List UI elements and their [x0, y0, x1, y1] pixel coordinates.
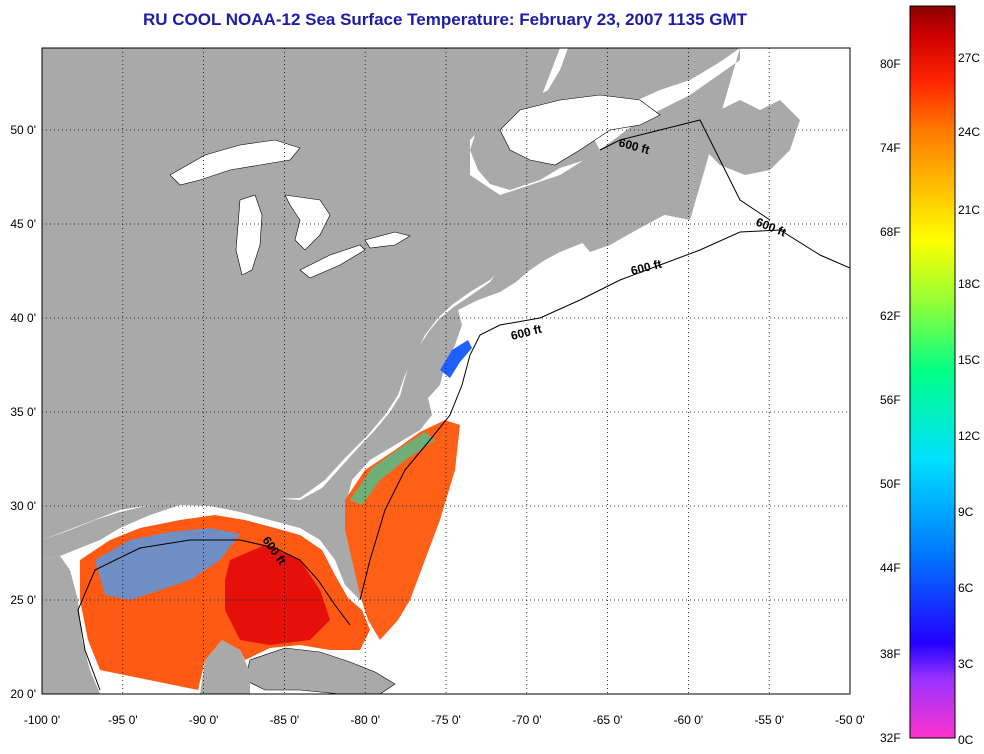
land-nova-scotia: [580, 195, 680, 252]
colorbar-c-label: 27C: [958, 51, 980, 65]
graticule: [42, 48, 850, 694]
sst-atlantic-cool-edge: [350, 432, 435, 505]
land-newfoundland: [700, 100, 800, 175]
colorbar-f-label: 38F: [880, 647, 901, 661]
lat-tick-label: 20 0': [10, 687, 36, 701]
colorbar-f-label: 32F: [880, 731, 901, 745]
colorbar-c-label: 0C: [958, 733, 974, 747]
lake-erie: [299, 244, 366, 279]
lon-tick-label: -50 0': [835, 713, 865, 727]
latitude-labels: 50 0' 45 0' 40 0' 35 0' 30 0' 25 0' 20 0': [10, 123, 36, 701]
colorbar-f-label: 50F: [880, 477, 901, 491]
colorbar-f-label: 74F: [880, 141, 901, 155]
colorbar-f-label: 62F: [880, 309, 901, 323]
colorbar-c-label: 15C: [958, 353, 980, 367]
lat-tick-label: 35 0': [10, 405, 36, 419]
sst-gulf-warm-loop: [225, 545, 330, 645]
longitude-labels: -100 0' -95 0' -90 0' -85 0' -80 0' -75 0' -70…: [24, 713, 865, 727]
colorbar-c-label: 12C: [958, 429, 980, 443]
lon-tick-label: -60 0': [674, 713, 704, 727]
depth-contour-600ft: [77, 119, 850, 691]
colorbar-c-label: 6C: [958, 581, 974, 595]
lon-tick-label: -65 0': [593, 713, 623, 727]
lat-tick-label: 25 0': [10, 593, 36, 607]
lon-tick-label: -95 0': [108, 713, 138, 727]
colorbar-f-label: 56F: [880, 393, 901, 407]
colorbar-c-label: 3C: [958, 657, 974, 671]
sst-chesapeake-cold: [440, 340, 472, 378]
lon-tick-label: -100 0': [24, 713, 60, 727]
lat-tick-label: 40 0': [10, 311, 36, 325]
lat-tick-label: 50 0': [10, 123, 36, 137]
colorbar-c-label: 18C: [958, 277, 980, 291]
land-mexico: [42, 556, 100, 694]
lon-tick-label: -70 0': [512, 713, 542, 727]
lake-ontario: [364, 231, 411, 249]
lake-superior: [169, 139, 301, 186]
colorbar-c-label: 21C: [958, 203, 980, 217]
lon-tick-label: -55 0': [754, 713, 784, 727]
colorbar-c-label: 9C: [958, 505, 974, 519]
sst-gulf-cool-band: [95, 528, 240, 600]
colorbar-f-label: 44F: [880, 561, 901, 575]
map-title: RU COOL NOAA-12 Sea Surface Temperature:…: [142, 10, 748, 29]
colorbar-f-label: 80F: [880, 57, 901, 71]
lake-michigan: [235, 194, 263, 276]
lon-tick-label: -80 0': [350, 713, 380, 727]
lat-tick-label: 30 0': [10, 499, 36, 513]
lake-huron: [284, 194, 331, 251]
land-yucatan: [200, 640, 250, 694]
colorbar-fahrenheit-labels: 80F 74F 68F 62F 56F 50F 44F 38F 32F: [880, 57, 901, 745]
colorbar: [909, 5, 956, 739]
colorbar-f-label: 68F: [880, 225, 901, 239]
lat-tick-label: 45 0': [10, 217, 36, 231]
lon-tick-label: -75 0': [431, 713, 461, 727]
land-cuba: [244, 647, 396, 694]
lon-tick-label: -85 0': [270, 713, 300, 727]
colorbar-c-label: 24C: [958, 125, 980, 139]
lon-tick-label: -90 0': [189, 713, 219, 727]
colorbar-celsius-labels: 27C 24C 21C 18C 15C 12C 9C 6C 3C 0C: [958, 51, 980, 747]
